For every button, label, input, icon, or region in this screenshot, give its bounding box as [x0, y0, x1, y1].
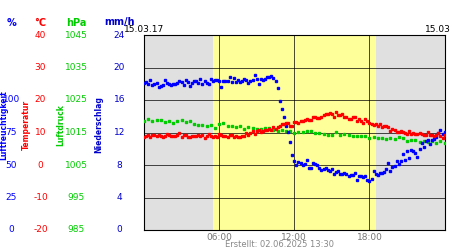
Text: 100: 100: [3, 96, 20, 104]
Text: -20: -20: [33, 226, 48, 234]
Text: 1035: 1035: [65, 63, 88, 72]
Text: 16: 16: [113, 96, 125, 104]
Text: 24: 24: [113, 30, 125, 40]
Text: 0: 0: [38, 160, 43, 170]
Text: mm/h: mm/h: [104, 18, 135, 28]
Text: Temperatur: Temperatur: [22, 100, 31, 150]
Text: 30: 30: [35, 63, 46, 72]
Text: Luftdruck: Luftdruck: [56, 104, 65, 146]
Text: -10: -10: [33, 193, 48, 202]
Text: 1045: 1045: [65, 30, 88, 40]
Bar: [213, 35, 376, 230]
Text: Erstellt: 02.06.2025 13:30: Erstellt: 02.06.2025 13:30: [225, 240, 334, 249]
Text: 0: 0: [9, 226, 14, 234]
Text: 1005: 1005: [65, 160, 88, 170]
Text: 75: 75: [5, 128, 17, 137]
Text: 20: 20: [113, 63, 125, 72]
Text: 50: 50: [5, 160, 17, 170]
Bar: [144, 35, 213, 230]
Text: 4: 4: [117, 193, 122, 202]
Text: 0: 0: [117, 226, 122, 234]
Text: Luftfeuchtigkeit: Luftfeuchtigkeit: [0, 90, 8, 160]
Text: 995: 995: [68, 193, 85, 202]
Text: 40: 40: [35, 30, 46, 40]
Text: %: %: [6, 18, 16, 28]
Text: 25: 25: [5, 193, 17, 202]
Text: °C: °C: [35, 18, 46, 28]
Text: 8: 8: [117, 160, 122, 170]
Text: hPa: hPa: [66, 18, 87, 28]
Text: 10: 10: [35, 128, 46, 137]
Text: 1015: 1015: [65, 128, 88, 137]
Text: 985: 985: [68, 226, 85, 234]
Bar: [376, 35, 445, 230]
Text: 20: 20: [35, 96, 46, 104]
Text: Niederschlag: Niederschlag: [94, 96, 104, 154]
Text: 1025: 1025: [65, 96, 88, 104]
Text: 12: 12: [113, 128, 125, 137]
